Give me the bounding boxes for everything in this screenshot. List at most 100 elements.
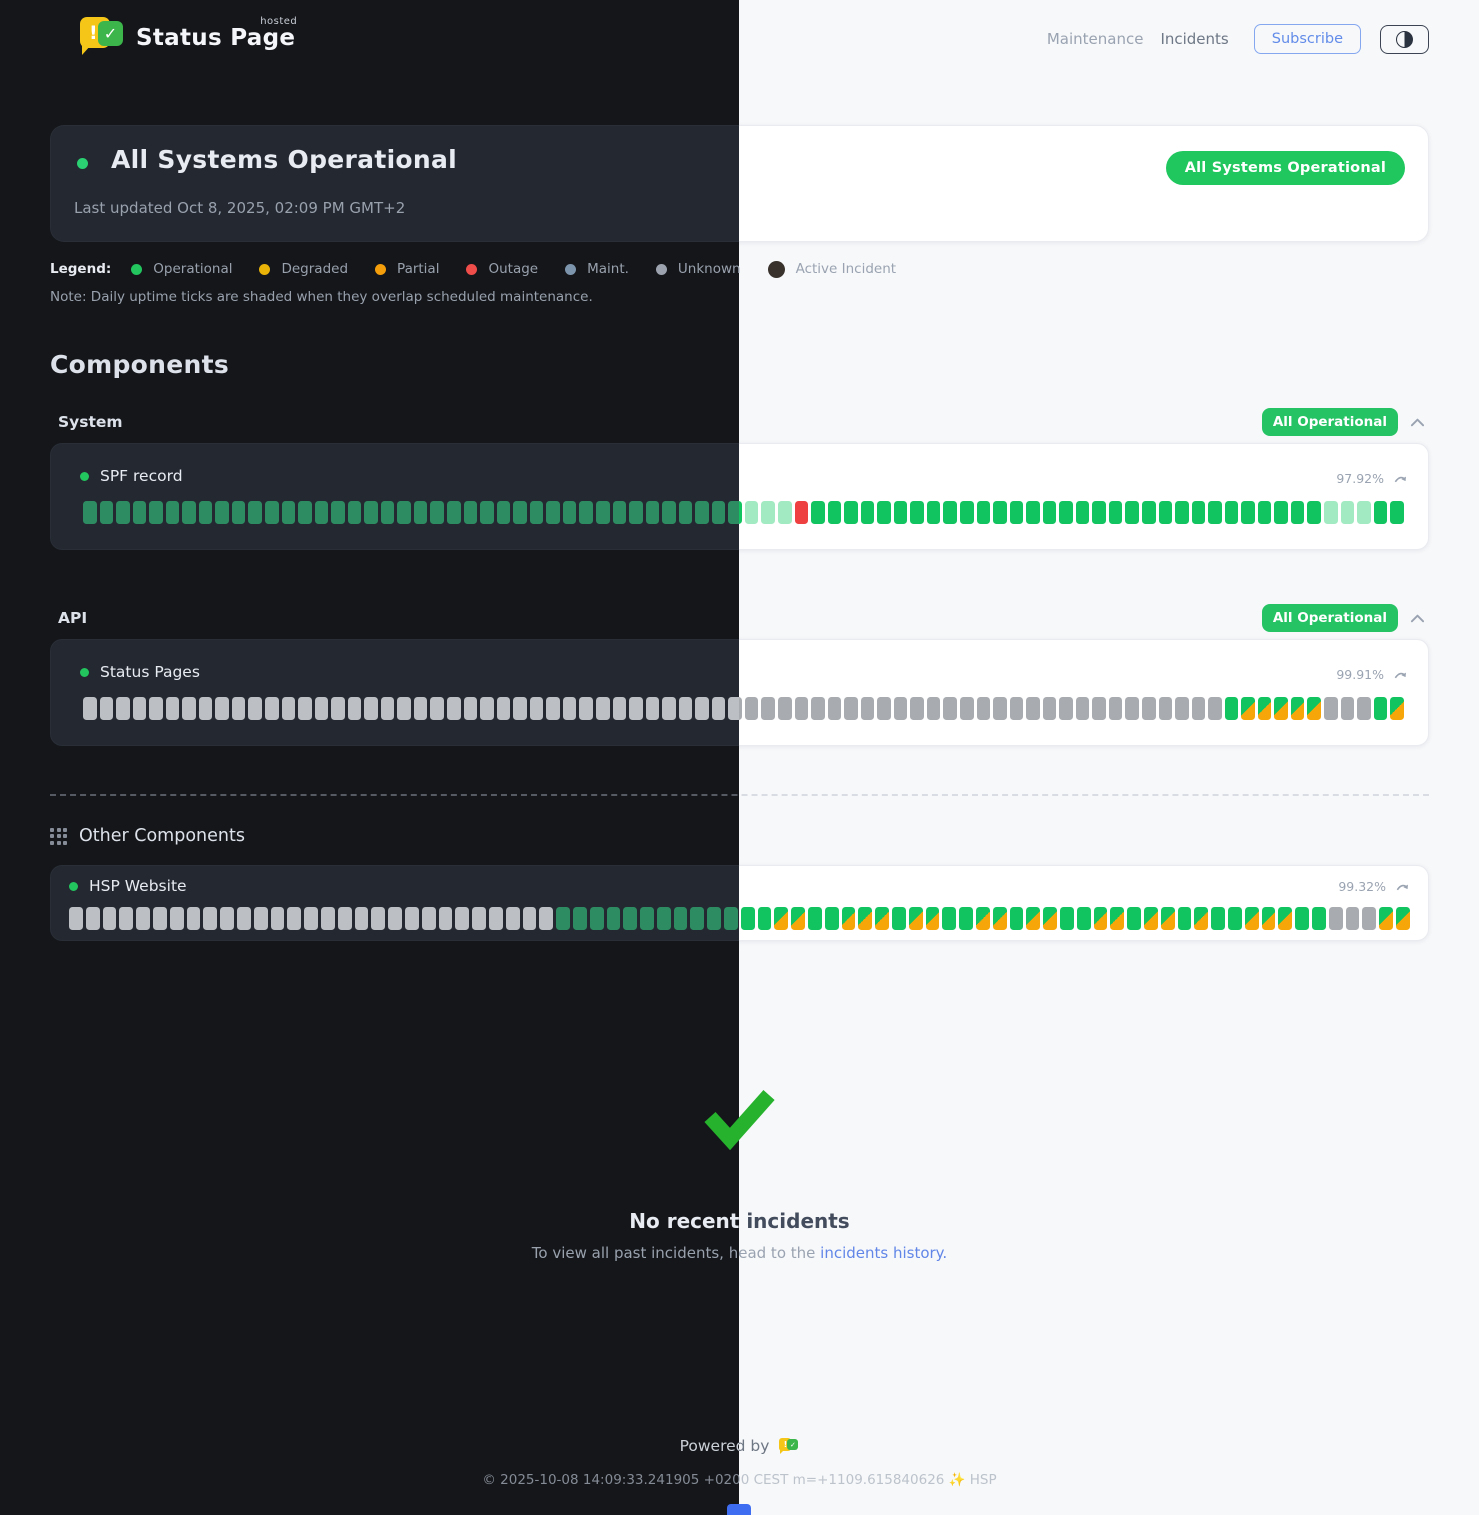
uptime-tick-op[interactable] [595,501,610,524]
uptime-tick-op[interactable] [893,501,908,524]
uptime-tick-unknown[interactable] [354,907,369,930]
uptime-tick-op_faded[interactable] [744,501,759,524]
uptime-tick-op[interactable] [1211,907,1225,930]
uptime-tick-op[interactable] [1108,501,1123,524]
uptime-tick-op[interactable] [198,501,213,524]
uptime-tick-unknown[interactable] [711,697,726,720]
uptime-tick-maint_partial[interactable] [858,907,873,930]
uptime-tick-unknown[interactable] [231,697,246,720]
uptime-tick-unknown[interactable] [69,907,83,930]
uptime-tick-unknown[interactable] [404,907,419,930]
uptime-tick-op[interactable] [993,501,1007,524]
uptime-tick-op[interactable] [695,501,709,524]
refresh-icon[interactable] [1393,668,1408,682]
uptime-tick-unknown[interactable] [777,697,792,720]
uptime-tick-op[interactable] [724,907,738,930]
uptime-tick-unknown[interactable] [827,697,842,720]
uptime-tick-op[interactable] [1224,501,1239,524]
uptime-tick-unknown[interactable] [943,697,957,720]
uptime-tick-maint_partial[interactable] [1026,907,1041,930]
uptime-tick-unknown[interactable] [248,697,263,720]
uptime-tick-op[interactable] [860,501,875,524]
uptime-tick-unknown[interactable] [270,907,285,930]
uptime-tick-maint_partial[interactable] [1144,907,1158,930]
uptime-tick-unknown[interactable] [678,697,693,720]
uptime-tick-unknown[interactable] [1042,697,1057,720]
uptime-tick-op[interactable] [1274,501,1288,524]
uptime-tick-op[interactable] [1142,501,1156,524]
uptime-tick-unknown[interactable] [1075,697,1090,720]
uptime-tick-maint_partial[interactable] [1379,907,1393,930]
uptime-tick-maint_partial[interactable] [976,907,990,930]
uptime-tick-unknown[interactable] [522,907,537,930]
uptime-tick-unknown[interactable] [629,697,643,720]
uptime-tick-op[interactable] [572,907,587,930]
uptime-tick-op[interactable] [1075,501,1090,524]
uptime-tick-maint_partial[interactable] [875,907,890,930]
uptime-tick-op[interactable] [757,907,772,930]
uptime-tick-unknown[interactable] [662,697,676,720]
uptime-tick-op[interactable] [1224,697,1239,720]
uptime-tick-op[interactable] [606,907,621,930]
uptime-tick-op[interactable] [215,501,229,524]
uptime-tick-op[interactable] [942,907,957,930]
uptime-tick-unknown[interactable] [102,907,117,930]
uptime-tick-unknown[interactable] [281,697,296,720]
uptime-tick-unknown[interactable] [463,697,478,720]
uptime-tick-op[interactable] [546,501,560,524]
uptime-tick-unknown[interactable] [844,697,858,720]
uptime-tick-op[interactable] [1373,501,1388,524]
uptime-tick-maint_partial[interactable] [1395,907,1410,930]
uptime-tick-unknown[interactable] [695,697,709,720]
uptime-tick-op_faded[interactable] [1340,501,1355,524]
footer-logo-icon[interactable]: ! ✓ [779,1436,799,1455]
uptime-tick-op[interactable] [959,501,974,524]
uptime-tick-maint_partial[interactable] [1043,907,1058,930]
subscribe-button[interactable]: Subscribe [1253,24,1361,54]
uptime-tick-op[interactable] [589,907,604,930]
uptime-tick-maint_partial[interactable] [925,907,940,930]
uptime-tick-unknown[interactable] [198,697,213,720]
uptime-tick-outage[interactable] [794,501,809,524]
uptime-tick-unknown[interactable] [1345,907,1360,930]
uptime-tick-unknown[interactable] [739,697,742,720]
uptime-tick-unknown[interactable] [505,907,520,930]
uptime-tick-unknown[interactable] [1108,697,1123,720]
uptime-tick-op[interactable] [579,501,593,524]
uptime-tick-op[interactable] [877,501,891,524]
uptime-tick-unknown[interactable] [203,907,218,930]
uptime-tick-unknown[interactable] [331,697,345,720]
uptime-tick-unknown[interactable] [136,907,150,930]
uptime-tick-unknown[interactable] [83,697,97,720]
uptime-tick-unknown[interactable] [438,907,453,930]
uptime-tick-op[interactable] [728,501,742,524]
uptime-tick-op[interactable] [1177,907,1192,930]
uptime-tick-op_faded[interactable] [1357,501,1371,524]
uptime-tick-op[interactable] [397,501,411,524]
uptime-tick-maint_partial[interactable] [1290,697,1305,720]
uptime-tick-maint_partial[interactable] [791,907,806,930]
uptime-tick-unknown[interactable] [1009,697,1024,720]
uptime-tick-op_faded[interactable] [761,501,775,524]
uptime-tick-unknown[interactable] [169,907,184,930]
uptime-tick-op[interactable] [182,501,196,524]
uptime-tick-unknown[interactable] [186,907,201,930]
uptime-tick-unknown[interactable] [488,907,503,930]
uptime-tick-op[interactable] [116,501,130,524]
app-logo[interactable]: ! ✓ hosted Status Page [80,13,297,57]
uptime-tick-unknown[interactable] [1125,697,1139,720]
uptime-tick-unknown[interactable] [1026,697,1040,720]
uptime-tick-unknown[interactable] [893,697,908,720]
uptime-tick-unknown[interactable] [430,697,445,720]
uptime-tick-op[interactable] [808,907,822,930]
uptime-tick-op[interactable] [513,501,527,524]
uptime-tick-op[interactable] [811,501,825,524]
uptime-tick-op[interactable] [1208,501,1222,524]
uptime-tick-op[interactable] [380,501,395,524]
uptime-tick-maint_partial[interactable] [1257,697,1272,720]
collapse-chevron-icon[interactable] [1406,609,1429,627]
uptime-tick-op[interactable] [132,501,147,524]
uptime-tick-op[interactable] [623,907,638,930]
uptime-tick-unknown[interactable] [1142,697,1156,720]
theme-toggle-button[interactable] [1380,24,1429,54]
